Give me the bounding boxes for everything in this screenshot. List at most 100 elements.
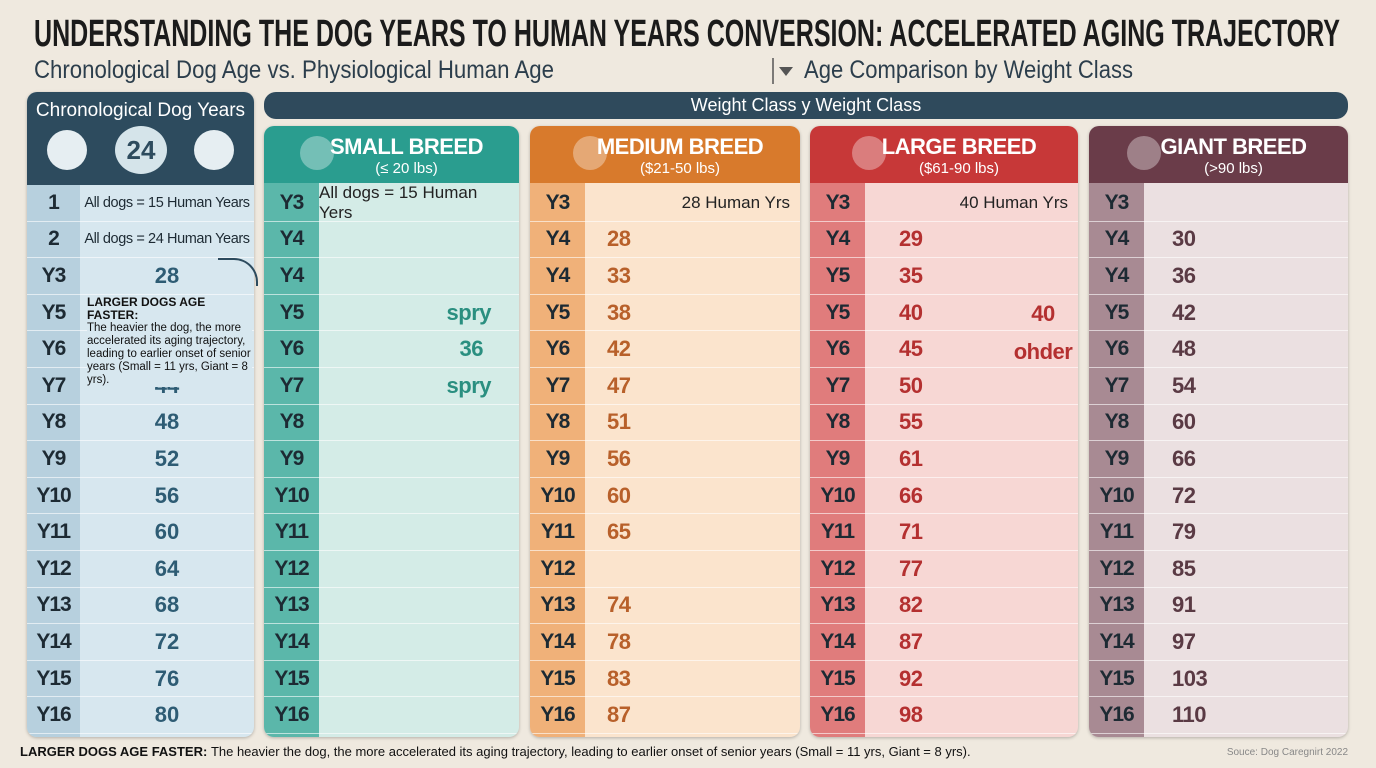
source: Souce: Dog Caregnirt 2022 <box>1226 747 1348 758</box>
row-label: 2 <box>27 222 80 259</box>
row-value <box>319 405 519 442</box>
breed-icon <box>299 136 334 170</box>
row-value: 72 <box>80 624 254 661</box>
row-label: Y7 <box>264 368 319 405</box>
row-value: 103 <box>1144 661 1348 698</box>
row-label: Y14 <box>530 624 585 661</box>
row-label: Y7 <box>27 368 80 405</box>
row-label: Y15 <box>810 661 865 698</box>
row-label: Y8 <box>1089 405 1144 442</box>
row-value: 28 Human Yrs <box>585 185 800 222</box>
row-value <box>319 588 519 625</box>
row-value: 110 <box>1144 697 1348 734</box>
row-value: 76 <box>80 661 254 698</box>
row-value: 35 <box>865 258 1078 295</box>
label-column <box>530 183 585 737</box>
row-value: 40 Human Yrs <box>865 185 1078 222</box>
row-value: 78 <box>585 624 800 661</box>
row-value: 60 <box>80 514 254 551</box>
row-label: Y7 <box>810 368 865 405</box>
row-label: Y8 <box>27 405 80 442</box>
row-value <box>319 514 519 551</box>
row-label: Y9 <box>530 441 585 478</box>
row-value: 52 <box>80 441 254 478</box>
breed-name: MEDIUM BREED <box>596 134 764 159</box>
label-column <box>810 183 865 737</box>
row-label: Y5 <box>810 295 865 332</box>
banner: Weight Class y Weight Class <box>264 92 1348 119</box>
breed-icon <box>1126 136 1161 170</box>
row-value <box>319 697 519 734</box>
row-label: Y4 <box>264 258 319 295</box>
row-label: Y3 <box>1089 185 1144 222</box>
row-value <box>1144 185 1348 222</box>
row-label: Y13 <box>810 588 865 625</box>
row-label: Y15 <box>530 661 585 698</box>
row-value: 71 <box>865 514 1078 551</box>
row-value: 51 <box>585 405 800 442</box>
dog-icon <box>47 130 87 170</box>
row-label: Y6 <box>530 331 585 368</box>
row-value: 98 <box>865 697 1078 734</box>
breed-header <box>264 126 519 183</box>
row-value <box>319 258 519 295</box>
row-label: Y16 <box>27 697 80 734</box>
row-value: 40 <box>865 295 1078 332</box>
row-value <box>319 624 519 661</box>
label-column <box>27 185 80 737</box>
breed-icon <box>573 136 607 170</box>
row-value <box>319 222 519 259</box>
row-label: Y4 <box>1089 258 1144 295</box>
breed-range: (>90 lbs) <box>1204 160 1263 177</box>
row-value: 87 <box>865 624 1078 661</box>
row-value: 60 <box>585 478 800 515</box>
header: UNDERSTANDING THE DOG YEARS TO HUMAN YEA… <box>34 13 1340 84</box>
breed-name: SMALL BREED <box>330 134 484 159</box>
breed-icon <box>852 136 886 170</box>
row-value: 50 <box>865 368 1078 405</box>
row-value: 82 <box>865 588 1078 625</box>
breed-column: SMALL BREED (≤ 20 lbs) Y3 All dogs = 15 Hum… <box>264 126 519 737</box>
row-label: Y6 <box>810 331 865 368</box>
row-value <box>319 661 519 698</box>
row-value: 30 <box>1144 222 1348 259</box>
row-label: Y11 <box>264 514 319 551</box>
row-label: Y6 <box>264 331 319 368</box>
row-label: Y3 <box>27 258 80 295</box>
row-label: Y3 <box>810 185 865 222</box>
breed-name: LARGE BREED <box>881 134 1037 159</box>
note-heading: LARGER DOGS AGE FASTER: <box>87 295 206 322</box>
row-label: Y5 <box>810 258 865 295</box>
row-value: 60 <box>1144 405 1348 442</box>
row-label: Y13 <box>264 588 319 625</box>
breed-range: ($21-50 lbs) <box>639 160 721 177</box>
row-label: Y15 <box>264 661 319 698</box>
row-value: 72 <box>1144 478 1348 515</box>
annotation: ohder <box>1013 339 1073 364</box>
row-label: Y3 <box>530 185 585 222</box>
row-value: 38 <box>585 295 800 332</box>
row-label: Y8 <box>264 405 319 442</box>
row-label: Y14 <box>1089 624 1144 661</box>
footer: LARGER DOGS AGE FASTER: The heavier the … <box>20 744 1120 759</box>
row-label: Y7 <box>530 368 585 405</box>
row-label: Y13 <box>1089 588 1144 625</box>
row-value: 91 <box>1144 588 1348 625</box>
row-value: spry <box>319 295 519 332</box>
row-label: Y14 <box>264 624 319 661</box>
row-value: 28 <box>80 258 254 295</box>
row-label: Y14 <box>810 624 865 661</box>
dog-icon <box>194 130 234 170</box>
breed-column: MEDIUM BREED ($21-50 lbs) Y3 28 Human Yrs Y4… <box>530 126 800 737</box>
row-label: Y4 <box>530 258 585 295</box>
panel-title: Chronological Dog Years <box>35 100 246 121</box>
badge: 24 <box>115 126 167 174</box>
row-label: Y8 <box>810 405 865 442</box>
row-label: Y12 <box>264 551 319 588</box>
breed-column: GIANT BREED (>90 lbs) Y3 Y4 30 Y4 36 Y5 42 Y6 48 Y7… <box>1089 126 1348 737</box>
row-label: Y9 <box>264 441 319 478</box>
row-value: 66 <box>1144 441 1348 478</box>
row-label: Y15 <box>1089 661 1144 698</box>
row-value: 80 <box>80 697 254 734</box>
